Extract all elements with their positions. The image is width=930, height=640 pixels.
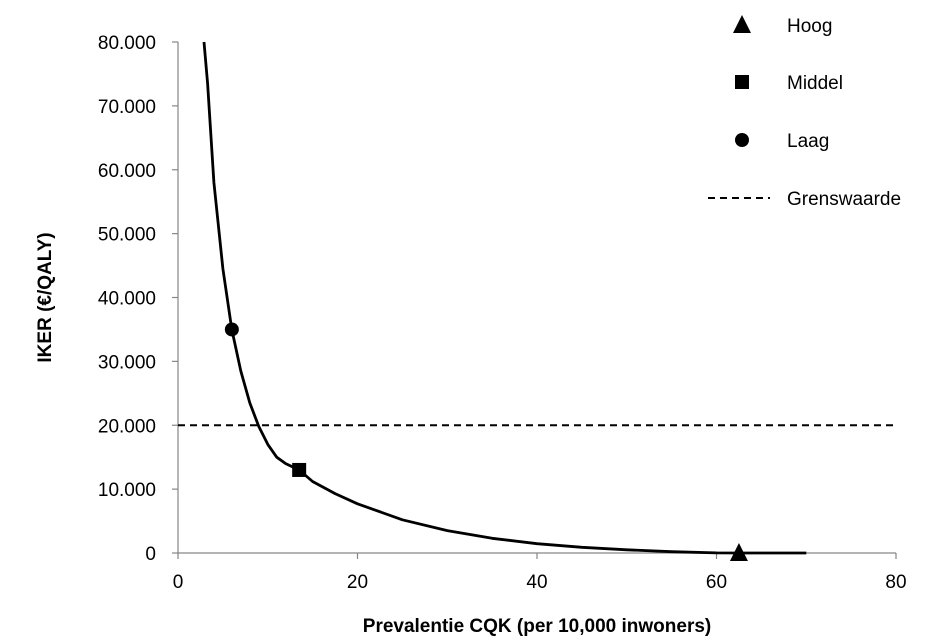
- point-hoog: [729, 543, 748, 561]
- y-tick-label: 80.000: [98, 33, 156, 54]
- x-axis-title: Prevalentie CQK (per 10,000 inwoners): [363, 616, 711, 637]
- y-tick-label: 70.000: [98, 97, 156, 118]
- legend-swatch-middel: [735, 75, 749, 89]
- curve-line: [202, 41, 807, 555]
- point-middel: [292, 462, 307, 477]
- plot-area: [178, 41, 896, 561]
- x-tick-label: 0: [173, 572, 184, 593]
- y-tick-label: 40.000: [98, 289, 156, 310]
- x-tick-label: 80: [885, 572, 906, 593]
- y-axis-title: IKER (€/QALY): [35, 232, 56, 362]
- point-laag: [224, 322, 239, 337]
- y-axis-ticks: 0 10.000 20.000 30.000 40.000 50.000 60.000 70.…: [98, 33, 178, 565]
- y-tick-label: 20.000: [98, 416, 156, 437]
- y-tick-label: 10.000: [98, 480, 156, 501]
- axes: [177, 42, 896, 554]
- x-tick-label: 40: [526, 572, 547, 593]
- y-tick-label: 50.000: [98, 225, 156, 246]
- legend-swatch-laag: [735, 133, 749, 147]
- legend-swatch-hoog: [733, 15, 751, 33]
- legend-label-laag: Laag: [787, 131, 829, 152]
- x-tick-label: 20: [347, 572, 368, 593]
- x-axis-ticks: 0 20 40 60 80: [173, 553, 907, 593]
- y-tick-label: 30.000: [98, 352, 156, 373]
- legend-label-middel: Middel: [787, 73, 843, 94]
- legend-label-grenswaarde: Grenswaarde: [787, 189, 901, 210]
- x-tick-label: 60: [706, 572, 727, 593]
- legend: Hoog Middel Laag Grenswaarde: [708, 15, 901, 210]
- legend-label-hoog: Hoog: [787, 16, 832, 37]
- y-tick-label: 0: [145, 544, 156, 565]
- y-tick-label: 60.000: [98, 161, 156, 182]
